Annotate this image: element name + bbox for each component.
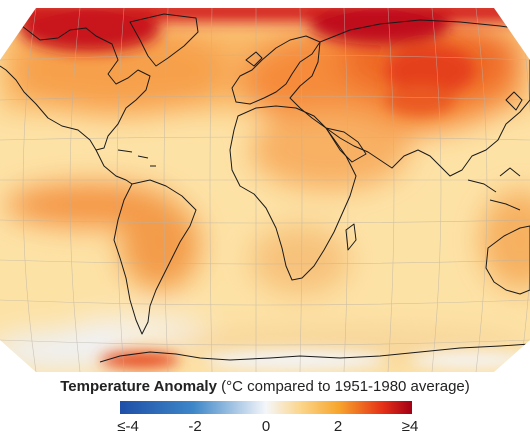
legend-title-rest: (°C compared to 1951-1980 average)	[216, 378, 470, 395]
greenland-outline	[129, 13, 199, 67]
graticule	[0, 8, 530, 372]
asia-outline	[289, 19, 530, 177]
legend-title: Temperature Anomaly (°C compared to 1951…	[0, 378, 530, 395]
temperature-anomaly-map	[0, 8, 530, 372]
tick-label-neg2: -2	[188, 418, 202, 435]
tick-label-min: ≤-4	[117, 418, 139, 435]
north-america-outline	[0, 25, 151, 151]
tick-label-pos2: 2	[333, 418, 343, 435]
color-scale-bar	[120, 401, 412, 414]
south-america-outline	[113, 179, 197, 335]
tick-label-max: ≥4	[401, 418, 419, 435]
tick-label-zero: 0	[261, 418, 271, 435]
anomaly-field	[0, 8, 530, 372]
africa-outline	[229, 105, 357, 281]
legend-title-bold: Temperature Anomaly	[60, 378, 217, 395]
coastlines	[0, 13, 530, 363]
antarctica-outline	[99, 343, 530, 363]
australia-outline	[485, 225, 530, 295]
